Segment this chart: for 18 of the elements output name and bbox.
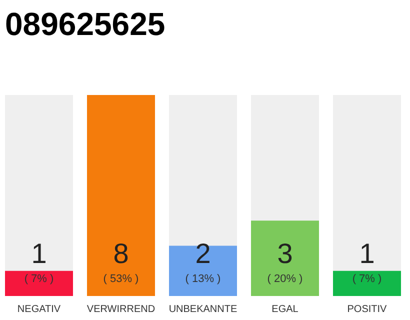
bar	[5, 270, 73, 296]
annotation: ( 13% )	[185, 273, 221, 285]
annotation: ( 7% )	[352, 273, 382, 285]
x-tick-label: NEGATIV	[17, 304, 61, 315]
x-tick-label: EGAL	[272, 304, 299, 315]
annotation: ( 20% )	[267, 273, 303, 285]
data-label: 3	[277, 238, 293, 269]
x-tick-label: VERWIRREND	[86, 304, 156, 315]
data-label: 2	[195, 238, 211, 269]
x-tick-label: POSITIV	[347, 304, 388, 315]
annotation: ( 53% )	[103, 273, 139, 285]
data-label: 1	[359, 238, 375, 269]
bar	[333, 270, 401, 296]
x-tick-label: UNBEKANNTE	[168, 304, 238, 315]
annotation: ( 7% )	[24, 273, 54, 285]
data-label: 8	[113, 238, 129, 269]
chart-title: 089625625	[5, 6, 166, 42]
data-label: 1	[31, 238, 47, 269]
